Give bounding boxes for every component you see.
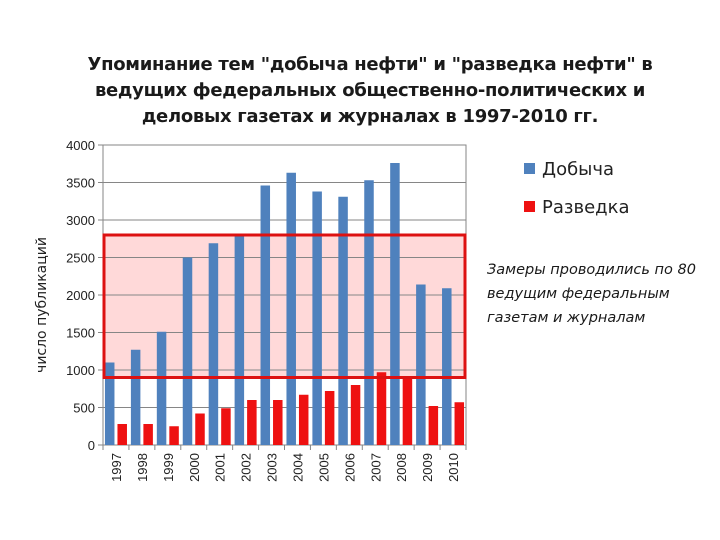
bar-dobycha-2001 bbox=[208, 243, 219, 445]
legend-swatch-razvedka bbox=[524, 201, 535, 212]
bar-dobycha-2010 bbox=[442, 288, 452, 445]
x-tick-label: 2000 bbox=[187, 453, 202, 482]
bar-razvedka-2005 bbox=[324, 391, 335, 445]
legend-swatch-dobycha bbox=[524, 163, 535, 174]
bar-dobycha-2008 bbox=[390, 163, 400, 445]
x-tick-label: 1998 bbox=[135, 453, 150, 482]
bar-razvedka-2002 bbox=[247, 400, 257, 445]
bar-dobycha-2007 bbox=[364, 180, 374, 445]
bar-razvedka-2007 bbox=[376, 372, 387, 445]
chart-title: Упоминание тем "добыча нефти" и "разведк… bbox=[60, 52, 680, 130]
x-tick-label: 2004 bbox=[290, 453, 305, 482]
bar-razvedka-2001 bbox=[221, 408, 231, 445]
y-tick-label: 0 bbox=[88, 438, 95, 453]
y-tick-label: 500 bbox=[73, 401, 95, 416]
bar-dobycha-1997 bbox=[104, 362, 115, 445]
x-tick-label: 2007 bbox=[368, 453, 383, 482]
bar-dobycha-2004 bbox=[286, 172, 296, 445]
x-tick-label: 2009 bbox=[420, 453, 435, 482]
y-tick-label: 3000 bbox=[66, 213, 95, 228]
x-tick-label: 2003 bbox=[265, 453, 280, 482]
chart-title-line-2: ведущих федеральных общественно-политиче… bbox=[94, 80, 646, 101]
bar-dobycha-2005 bbox=[312, 191, 322, 445]
bar-razvedka-1998 bbox=[143, 424, 153, 445]
x-tick-label: 2010 bbox=[446, 453, 461, 482]
bar-razvedka-1999 bbox=[169, 426, 179, 445]
x-tick-label: 2006 bbox=[342, 453, 357, 482]
x-tick-label: 2005 bbox=[316, 453, 331, 482]
bar-dobycha-2002 bbox=[234, 236, 245, 445]
y-tick-label: 3500 bbox=[66, 176, 95, 191]
bar-razvedka-2004 bbox=[298, 394, 309, 445]
bar-razvedka-1997 bbox=[117, 424, 127, 445]
bar-dobycha-2003 bbox=[260, 185, 271, 445]
legend-label-dobycha: Добыча bbox=[542, 159, 614, 180]
bar-dobycha-2000 bbox=[182, 257, 193, 445]
legend-label-razvedka: Разведка bbox=[542, 197, 630, 218]
x-tick-label: 2001 bbox=[213, 453, 228, 482]
chart-title-line-3: деловых газетах и журналах в 1997-2010 г… bbox=[141, 106, 599, 127]
y-tick-label: 2500 bbox=[66, 251, 95, 266]
x-tick-label: 2008 bbox=[394, 453, 409, 482]
highlight-outline bbox=[102, 233, 467, 379]
bar-razvedka-2008 bbox=[402, 376, 413, 445]
bar-razvedka-2006 bbox=[350, 385, 361, 445]
bar-razvedka-2009 bbox=[428, 406, 439, 445]
bar-dobycha-2006 bbox=[338, 196, 348, 445]
bar-razvedka-2000 bbox=[195, 413, 205, 445]
chart-annotation: Замеры проводились по 80 ведущим федерал… bbox=[487, 262, 696, 326]
y-tick-label: 1000 bbox=[66, 363, 95, 378]
x-tick-label: 1997 bbox=[109, 453, 124, 482]
bar-dobycha-2009 bbox=[416, 284, 426, 445]
bar-razvedka-2010 bbox=[454, 402, 465, 445]
y-tick-label: 1500 bbox=[66, 326, 95, 341]
bar-dobycha-1999 bbox=[156, 331, 167, 445]
bar-dobycha-1998 bbox=[130, 349, 141, 445]
y-axis-label: число публикаций bbox=[34, 237, 50, 373]
x-tick-label: 2002 bbox=[239, 453, 254, 482]
x-tick-label: 1999 bbox=[161, 453, 176, 482]
bar-razvedka-2003 bbox=[273, 400, 283, 445]
chart-title-line-1: Упоминание тем "добыча нефти" и "разведк… bbox=[87, 54, 653, 75]
y-tick-label: 2000 bbox=[66, 288, 95, 303]
y-tick-label: 4000 bbox=[66, 138, 95, 153]
